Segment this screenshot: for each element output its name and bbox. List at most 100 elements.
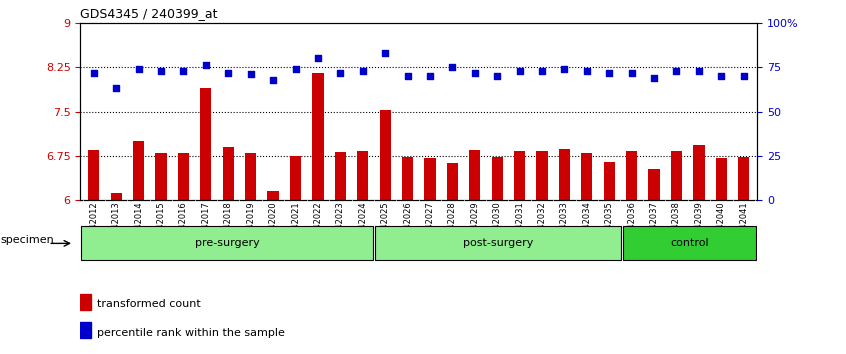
Text: GSM842024: GSM842024: [358, 201, 367, 252]
Point: [446, 64, 459, 70]
Text: GSM842020: GSM842020: [268, 201, 277, 252]
Point: [333, 70, 347, 75]
Bar: [492, 157, 503, 200]
Point: [244, 72, 257, 77]
Text: GSM842038: GSM842038: [672, 201, 681, 252]
Point: [87, 70, 101, 75]
Point: [154, 68, 168, 74]
FancyBboxPatch shape: [623, 226, 756, 261]
Text: GDS4345 / 240399_at: GDS4345 / 240399_at: [80, 7, 218, 21]
Text: GSM842025: GSM842025: [381, 201, 390, 252]
Text: GSM842019: GSM842019: [246, 201, 255, 252]
Text: specimen: specimen: [0, 235, 54, 245]
Bar: [88, 150, 100, 200]
Text: GSM842029: GSM842029: [470, 201, 480, 252]
Point: [468, 70, 481, 75]
Text: GSM842021: GSM842021: [291, 201, 300, 252]
Point: [423, 73, 437, 79]
Text: GSM842031: GSM842031: [515, 201, 525, 252]
Text: GSM842041: GSM842041: [739, 201, 748, 252]
Text: GSM842040: GSM842040: [717, 201, 726, 252]
Point: [311, 56, 325, 61]
Text: GSM842037: GSM842037: [650, 201, 658, 252]
Bar: [626, 151, 637, 200]
Text: GSM842017: GSM842017: [201, 201, 211, 252]
Text: GSM842034: GSM842034: [582, 201, 591, 252]
Bar: [402, 157, 413, 200]
Point: [670, 68, 684, 74]
Bar: [470, 150, 481, 200]
Bar: [80, 322, 91, 338]
Text: GSM842030: GSM842030: [492, 201, 502, 252]
Point: [378, 50, 392, 56]
Bar: [581, 153, 592, 200]
Bar: [133, 141, 144, 200]
Point: [513, 68, 526, 74]
Point: [692, 68, 706, 74]
Text: GSM842018: GSM842018: [224, 201, 233, 252]
Bar: [716, 158, 727, 200]
Text: percentile rank within the sample: percentile rank within the sample: [97, 328, 285, 338]
Point: [737, 73, 750, 79]
Text: GSM842036: GSM842036: [627, 201, 636, 252]
Point: [602, 70, 616, 75]
Point: [558, 66, 571, 72]
Bar: [671, 151, 682, 200]
Bar: [111, 193, 122, 200]
Text: GSM842035: GSM842035: [605, 201, 613, 252]
Point: [647, 75, 661, 81]
Point: [199, 63, 212, 68]
Point: [491, 73, 504, 79]
Point: [401, 73, 415, 79]
Text: pre-surgery: pre-surgery: [195, 238, 260, 249]
Bar: [380, 110, 391, 200]
Bar: [156, 153, 167, 200]
Point: [222, 70, 235, 75]
Bar: [245, 153, 256, 200]
Text: GSM842013: GSM842013: [112, 201, 121, 252]
Bar: [178, 153, 189, 200]
Bar: [222, 147, 233, 200]
Text: GSM842015: GSM842015: [157, 201, 166, 252]
Bar: [514, 151, 525, 200]
Bar: [312, 73, 323, 200]
Bar: [290, 156, 301, 200]
Bar: [201, 88, 212, 200]
Text: GSM842027: GSM842027: [426, 201, 435, 252]
Point: [580, 68, 594, 74]
Bar: [604, 162, 615, 200]
Bar: [335, 152, 346, 200]
Point: [132, 66, 146, 72]
Point: [625, 70, 639, 75]
Text: GSM842014: GSM842014: [135, 201, 143, 252]
Point: [356, 68, 370, 74]
Point: [109, 86, 123, 91]
Text: GSM842016: GSM842016: [179, 201, 188, 252]
Point: [266, 77, 280, 82]
Point: [536, 68, 549, 74]
Text: GSM842033: GSM842033: [560, 201, 569, 252]
Bar: [80, 294, 91, 310]
Text: GSM842026: GSM842026: [403, 201, 412, 252]
Text: GSM842039: GSM842039: [695, 201, 703, 252]
Bar: [536, 151, 547, 200]
Text: GSM842022: GSM842022: [313, 201, 322, 252]
Text: transformed count: transformed count: [97, 299, 201, 309]
FancyBboxPatch shape: [81, 226, 372, 261]
Bar: [738, 157, 750, 200]
Text: control: control: [670, 238, 709, 249]
Bar: [357, 151, 368, 200]
Bar: [447, 163, 458, 200]
Point: [288, 66, 302, 72]
Text: post-surgery: post-surgery: [463, 238, 533, 249]
Bar: [267, 191, 278, 200]
Point: [715, 73, 728, 79]
FancyBboxPatch shape: [375, 226, 621, 261]
Bar: [649, 169, 660, 200]
Text: GSM842023: GSM842023: [336, 201, 345, 252]
Text: GSM842012: GSM842012: [90, 201, 98, 252]
Bar: [694, 145, 705, 200]
Text: GSM842032: GSM842032: [537, 201, 547, 252]
Bar: [559, 149, 570, 200]
Bar: [425, 158, 436, 200]
